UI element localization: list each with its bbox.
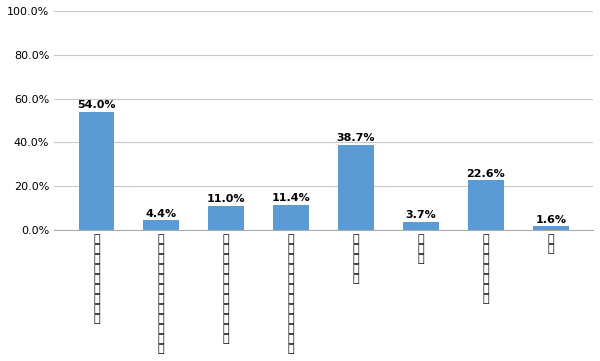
Bar bbox=[468, 180, 503, 230]
Text: 3.7%: 3.7% bbox=[406, 210, 436, 220]
Text: 11.4%: 11.4% bbox=[272, 193, 310, 203]
Text: 22.6%: 22.6% bbox=[466, 169, 505, 179]
Text: 11.0%: 11.0% bbox=[207, 194, 245, 204]
Text: 38.7%: 38.7% bbox=[337, 134, 375, 143]
Text: 54.0%: 54.0% bbox=[77, 100, 116, 110]
Text: 4.4%: 4.4% bbox=[146, 209, 177, 218]
Bar bbox=[403, 222, 439, 230]
Bar bbox=[79, 112, 114, 230]
Bar bbox=[533, 226, 569, 230]
Text: 1.6%: 1.6% bbox=[535, 215, 566, 225]
Bar bbox=[208, 206, 244, 230]
Bar bbox=[273, 205, 309, 230]
Bar bbox=[338, 145, 374, 230]
Bar bbox=[143, 220, 179, 230]
